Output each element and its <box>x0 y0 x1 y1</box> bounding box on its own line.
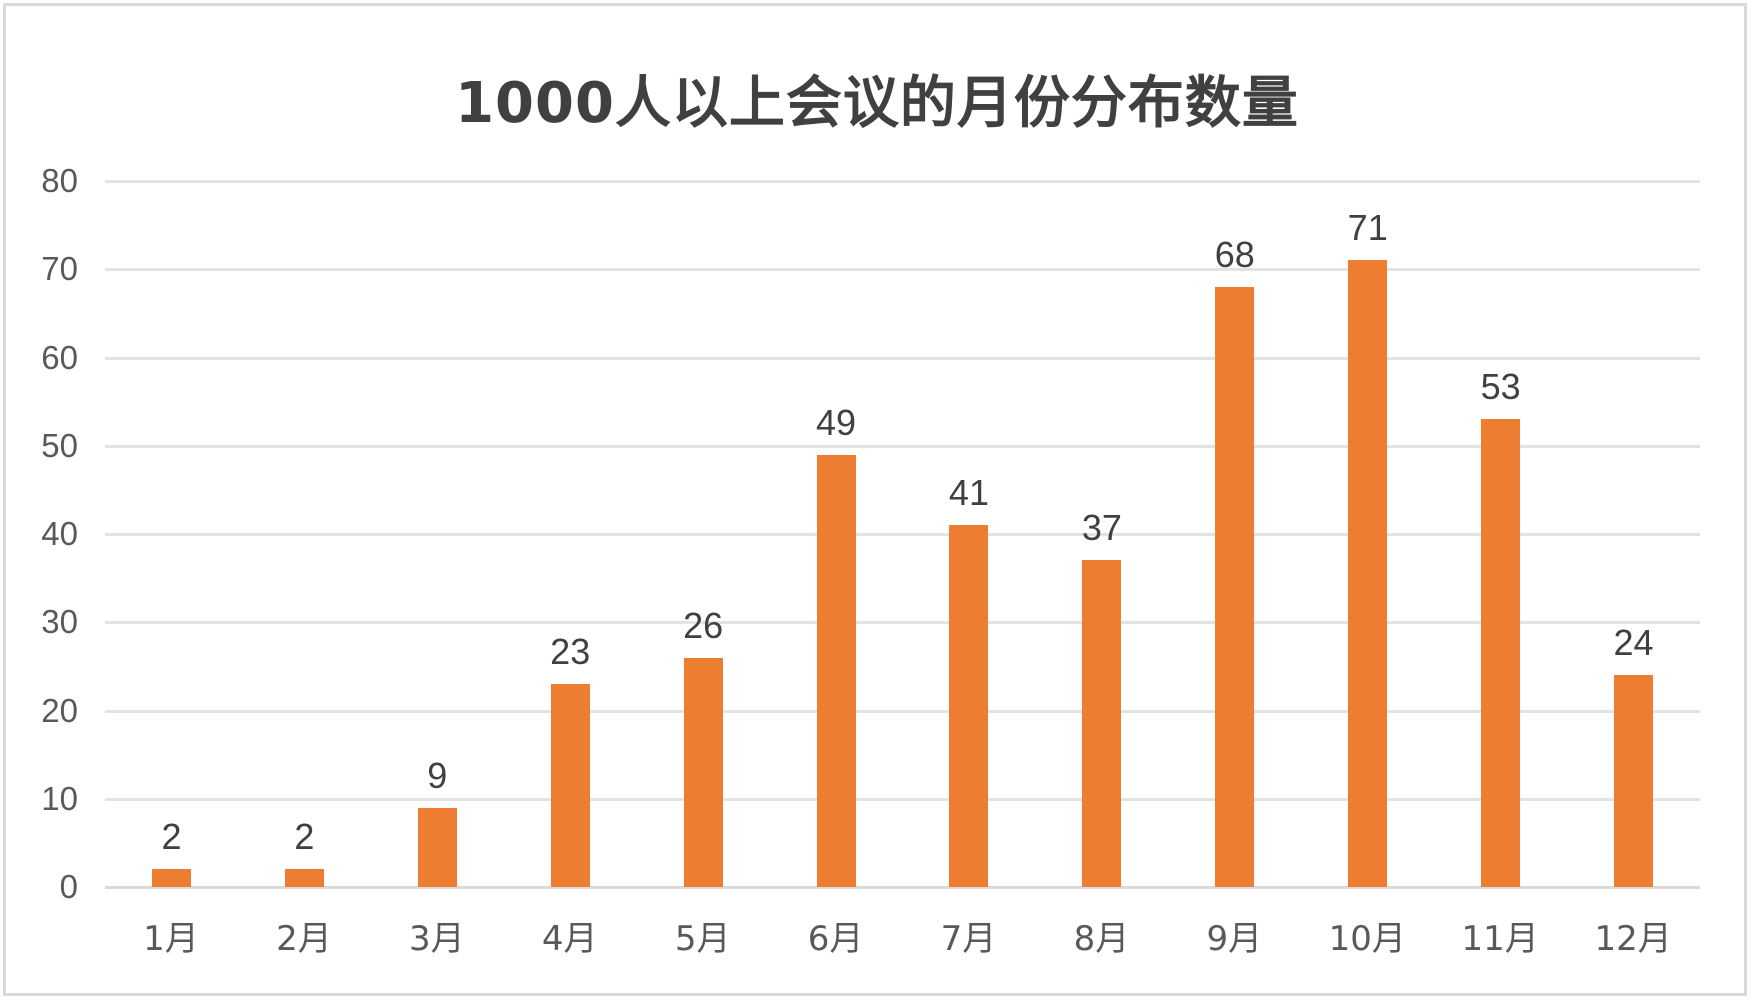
y-tick-label: 0 <box>59 868 78 905</box>
y-tick-label: 50 <box>41 426 78 464</box>
data-label: 26 <box>683 604 724 646</box>
x-tick-label: 6月 <box>807 919 864 959</box>
y-tick-label: 30 <box>41 603 78 641</box>
x-tick-label: 10月 <box>1328 919 1406 959</box>
gridline <box>105 356 1700 360</box>
chart-title: 1000人以上会议的月份分布数量 <box>455 71 1299 136</box>
x-tick-label: 2月 <box>276 919 332 959</box>
data-label: 2 <box>161 816 182 858</box>
bar <box>550 684 590 887</box>
x-tick-label: 9月 <box>1206 919 1263 959</box>
bar <box>949 525 989 887</box>
gridline <box>105 709 1700 713</box>
gridline <box>105 621 1700 625</box>
data-label: 53 <box>1480 366 1521 408</box>
y-tick-label: 60 <box>41 338 78 376</box>
x-tick-label: 8月 <box>1073 919 1130 959</box>
x-tick-label: 5月 <box>674 919 731 959</box>
bar <box>1614 675 1654 887</box>
gridline <box>105 444 1700 448</box>
data-label: 24 <box>1613 622 1654 664</box>
x-tick-label: 11月 <box>1461 919 1539 959</box>
x-tick-label: 3月 <box>409 919 465 959</box>
gridline <box>105 797 1700 801</box>
data-label: 41 <box>948 472 989 514</box>
bar <box>816 454 856 887</box>
gridline <box>105 533 1700 536</box>
bar <box>1082 560 1122 887</box>
y-tick-label: 10 <box>41 779 78 817</box>
data-label: 9 <box>427 754 448 796</box>
bar <box>1348 260 1388 887</box>
x-tick-label: 12月 <box>1594 919 1672 959</box>
gridline <box>105 268 1700 272</box>
bar <box>683 657 723 887</box>
y-tick-label: 20 <box>41 691 78 729</box>
x-tick-label: 4月 <box>541 919 598 959</box>
bar <box>417 807 457 887</box>
bar <box>1481 419 1521 887</box>
x-axis-line <box>105 886 1700 889</box>
data-label: 71 <box>1347 207 1388 249</box>
y-tick-label: 70 <box>41 250 78 288</box>
data-label: 37 <box>1081 507 1122 549</box>
bar <box>151 869 191 887</box>
gridline <box>105 180 1700 183</box>
y-tick-label: 80 <box>41 162 78 199</box>
x-tick-label: 7月 <box>940 919 997 959</box>
data-label: 2 <box>294 816 315 858</box>
chart-area <box>3 3 1747 996</box>
x-tick-label: 1月 <box>143 919 199 959</box>
data-label: 49 <box>816 401 857 443</box>
data-label: 68 <box>1214 233 1255 275</box>
data-label: 23 <box>550 631 591 673</box>
y-tick-label: 40 <box>41 515 78 552</box>
bar <box>1215 286 1255 887</box>
bar <box>284 869 324 887</box>
